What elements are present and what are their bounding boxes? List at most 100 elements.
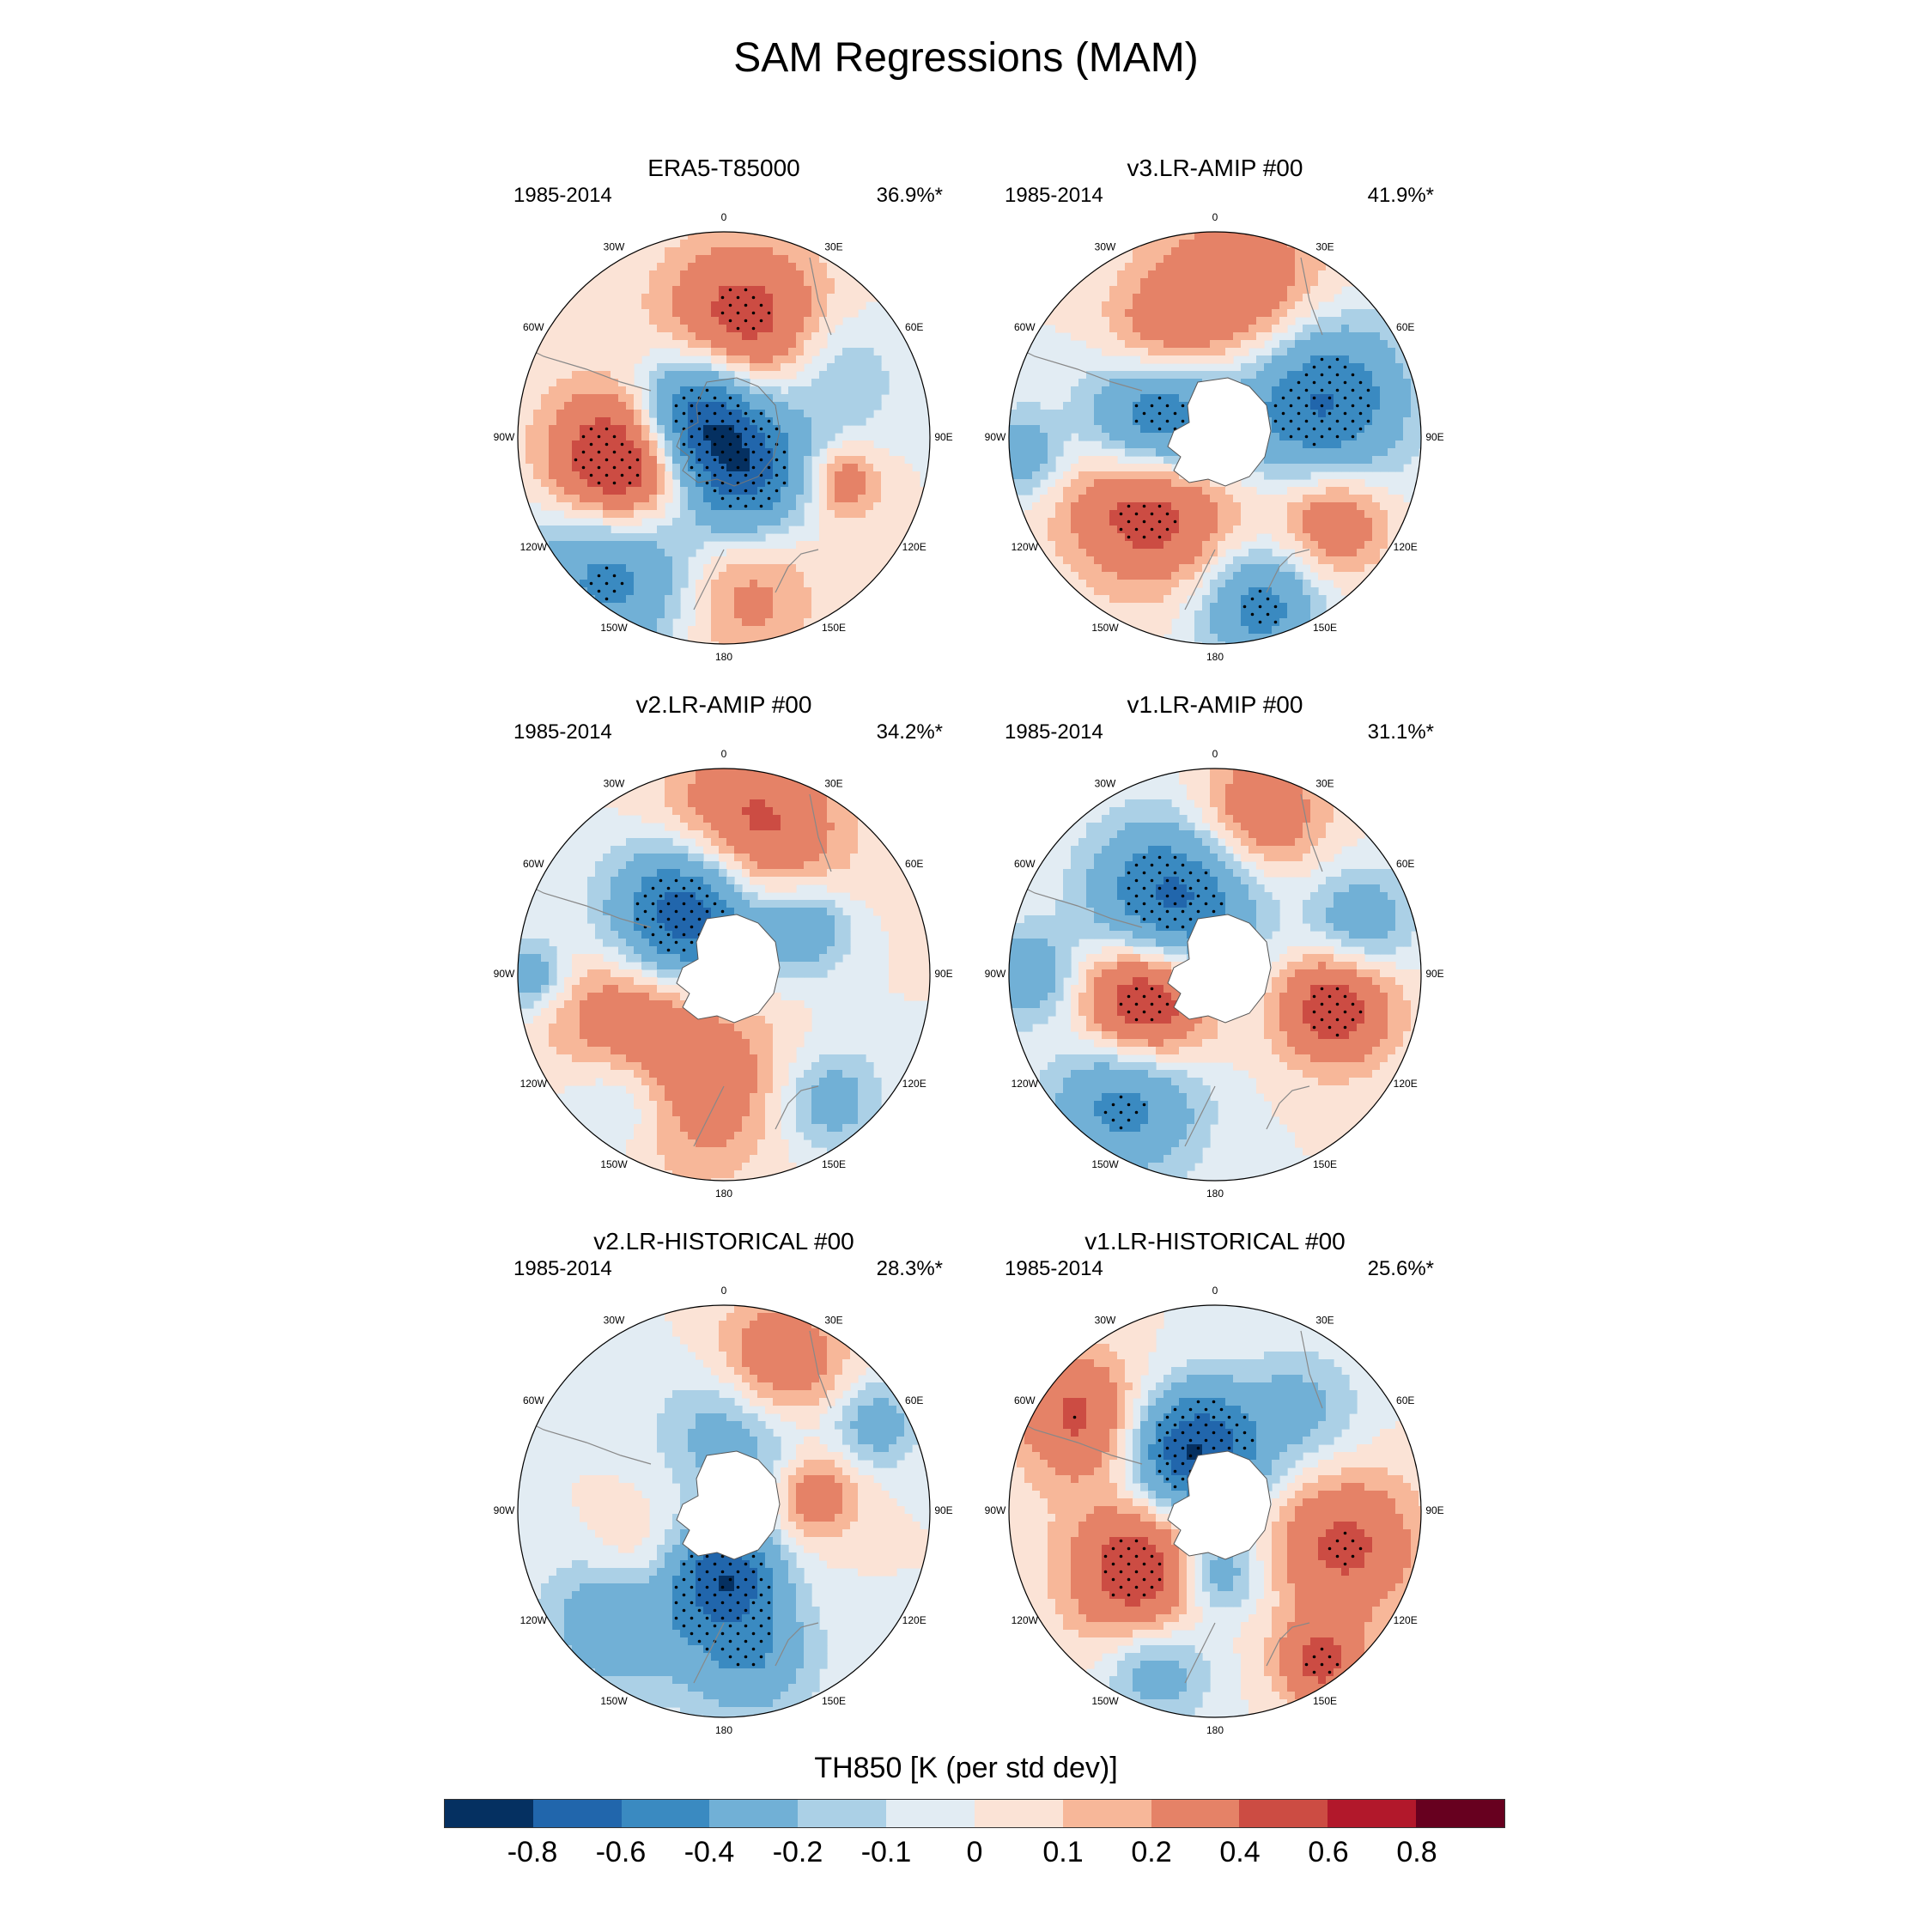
field-cell [1210, 340, 1218, 349]
field-cell [533, 479, 542, 488]
field-cell [672, 386, 681, 395]
field-cell [819, 838, 828, 847]
field-cell [811, 386, 820, 395]
field-cell [711, 371, 720, 380]
field-cell [896, 533, 905, 542]
field-cell [634, 464, 642, 472]
field-cell [1295, 386, 1303, 395]
field-cell [1241, 309, 1249, 318]
field-cell [765, 587, 774, 596]
stipple-dot [1150, 527, 1154, 532]
field-cell [641, 792, 650, 800]
field-cell [1179, 410, 1188, 418]
field-cell [1024, 433, 1033, 441]
field-cell [1272, 495, 1280, 503]
field-cell [1411, 440, 1419, 449]
field-cell [1334, 425, 1342, 434]
field-cell [1163, 309, 1172, 318]
field-cell [1334, 332, 1342, 341]
field-cell [1218, 618, 1226, 627]
field-cell [734, 301, 743, 310]
field-cell [719, 410, 727, 418]
longitude-label: 0 [721, 211, 727, 223]
field-cell [1218, 533, 1226, 542]
field-cell [1063, 572, 1072, 580]
field-cell [1295, 487, 1303, 495]
field-cell [1048, 417, 1056, 426]
field-cell [1272, 410, 1280, 418]
field-cell [742, 294, 750, 302]
field-cell [1256, 526, 1265, 534]
field-cell [1279, 440, 1288, 449]
field-cell [711, 884, 720, 893]
field-cell [533, 355, 542, 364]
field-cell [1403, 348, 1412, 356]
stipple-dot [767, 496, 771, 501]
field-cell [1117, 325, 1126, 333]
field-cell [549, 379, 557, 387]
field-cell [1109, 371, 1118, 380]
field-cell [1086, 464, 1095, 472]
field-cell [611, 854, 619, 862]
field-cell [811, 294, 820, 302]
field-cell [603, 371, 611, 380]
field-cell [804, 549, 812, 557]
field-cell [1086, 541, 1095, 550]
field-cell [1133, 440, 1141, 449]
field-cell [672, 240, 681, 248]
field-cell [1218, 587, 1226, 596]
field-cell [665, 440, 673, 449]
field-cell [1094, 402, 1103, 410]
field-cell [1117, 294, 1126, 302]
field-cell [1063, 317, 1072, 325]
field-cell [1009, 440, 1018, 449]
field-cell [742, 769, 750, 777]
stipple-dot [751, 450, 756, 454]
coastline [693, 549, 725, 611]
field-cell [556, 533, 565, 542]
stipple-dot [1250, 612, 1255, 617]
field-cell [618, 332, 627, 341]
field-cell [1017, 479, 1025, 488]
field-cell [603, 854, 611, 862]
field-cell [1055, 294, 1064, 302]
field-cell [788, 255, 797, 264]
field-cell [1349, 410, 1358, 418]
field-cell [564, 541, 573, 550]
field-cell [696, 417, 704, 426]
field-cell [896, 877, 905, 885]
field-cell [742, 611, 750, 619]
field-cell [1086, 471, 1095, 480]
field-cell [1156, 572, 1164, 580]
field-cell [850, 807, 859, 816]
field-cell [688, 263, 696, 271]
field-cell [1295, 518, 1303, 526]
map-border [517, 231, 931, 645]
field-cell [1140, 371, 1149, 380]
field-cell [842, 363, 851, 372]
field-cell [858, 417, 866, 426]
field-cell [680, 363, 689, 372]
field-cell [866, 892, 874, 901]
field-cell [556, 402, 565, 410]
stipple-dot [1351, 434, 1355, 439]
field-cell [881, 908, 890, 916]
field-cell [611, 456, 619, 465]
longitude-label: 150E [822, 622, 846, 634]
stipple-dot [767, 311, 771, 315]
field-cell [580, 348, 588, 356]
field-cell [672, 541, 681, 550]
stipple-dot [581, 450, 586, 454]
stipple-dot [1142, 535, 1146, 539]
stipple-dot [1281, 427, 1285, 431]
field-cell [1163, 572, 1172, 580]
field-cell [896, 884, 905, 893]
field-cell [750, 286, 758, 295]
stipple-dot [682, 442, 686, 447]
field-cell [1133, 464, 1141, 472]
stipple-dot [597, 574, 601, 578]
field-cell [1156, 332, 1164, 341]
field-cell [1287, 247, 1296, 256]
field-cell [1148, 270, 1157, 279]
stipple-dot [705, 450, 709, 454]
